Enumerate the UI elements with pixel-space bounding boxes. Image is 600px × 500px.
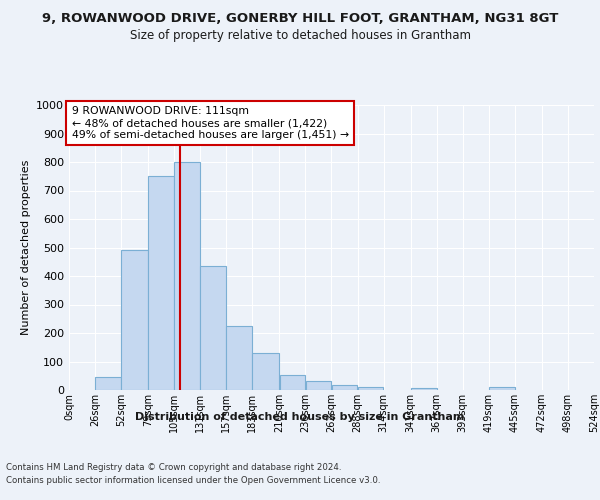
Text: Distribution of detached houses by size in Grantham: Distribution of detached houses by size … [136,412,464,422]
Bar [175,162,200,390]
Bar [411,388,437,390]
Text: Contains HM Land Registry data © Crown copyright and database right 2024.: Contains HM Land Registry data © Crown c… [6,462,341,471]
Bar [95,377,121,390]
Bar [253,353,279,390]
Bar [489,387,515,390]
Bar [226,326,252,390]
Bar [121,250,148,390]
Text: Size of property relative to detached houses in Grantham: Size of property relative to detached ho… [130,28,470,42]
Text: 9 ROWANWOOD DRIVE: 111sqm
← 48% of detached houses are smaller (1,422)
49% of se: 9 ROWANWOOD DRIVE: 111sqm ← 48% of detac… [71,106,349,140]
Text: 9, ROWANWOOD DRIVE, GONERBY HILL FOOT, GRANTHAM, NG31 8GT: 9, ROWANWOOD DRIVE, GONERBY HILL FOOT, G… [42,12,558,26]
Text: Contains public sector information licensed under the Open Government Licence v3: Contains public sector information licen… [6,476,380,485]
Y-axis label: Number of detached properties: Number of detached properties [20,160,31,335]
Bar [280,375,305,390]
Bar [305,382,331,390]
Bar [332,385,358,390]
Bar [148,176,174,390]
Bar [358,387,383,390]
Bar [200,266,226,390]
